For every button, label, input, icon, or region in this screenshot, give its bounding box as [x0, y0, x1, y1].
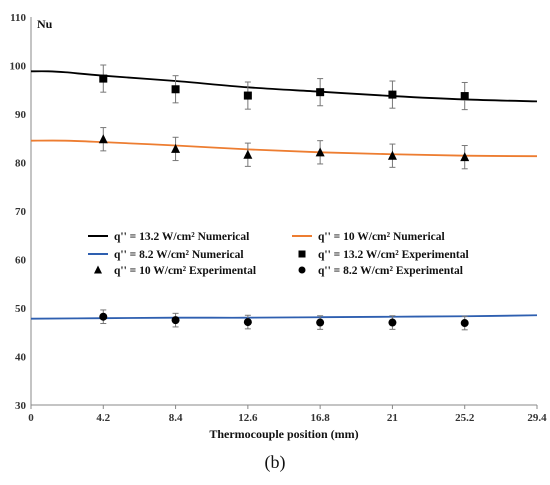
figure-caption: (b)	[264, 452, 286, 472]
data-point-circle	[99, 312, 108, 321]
legend-label: q'' = 10 W/cm² Experimental	[114, 265, 256, 277]
y-tick-label: 90	[15, 109, 27, 121]
data-point-triangle	[98, 134, 108, 144]
legend-label: q'' = 13.2 W/cm² Experimental	[318, 249, 469, 261]
x-axis-label: Thermocouple position (mm)	[209, 427, 358, 441]
data-point-square	[388, 90, 397, 99]
x-tick-label: 21	[387, 412, 398, 424]
axes	[30, 17, 537, 406]
data-point-square	[460, 92, 469, 101]
data-point-circle	[460, 319, 469, 328]
x-tick-label: 16.8	[311, 412, 331, 424]
data-point-triangle	[387, 150, 397, 160]
data-point-triangle	[243, 149, 253, 159]
x-tick-label: 0	[28, 412, 34, 424]
series-line-1	[30, 70, 538, 103]
legend-label: q'' = 8.2 W/cm² Numerical	[114, 249, 244, 261]
legend-label: q'' = 13.2 W/cm² Numerical	[114, 231, 249, 243]
x-tick-labels: 0 4.2 8.4 12.6 16.8 21 25.2 29.4	[28, 405, 547, 424]
data-point-square	[316, 88, 325, 97]
legend-marker-square	[298, 250, 306, 258]
x-tick-label: 29.4	[527, 412, 547, 424]
y-tick-labels: 30 40 50 60 70 80 90 100 110	[10, 12, 27, 412]
data-point-square	[243, 91, 252, 100]
legend-marker-circle	[298, 266, 306, 274]
data-point-circle	[243, 318, 252, 327]
y-tick-label: 100	[10, 61, 27, 73]
y-tick-label: 110	[10, 12, 26, 24]
y-tick-label: 40	[15, 352, 27, 364]
y-tick-label: 30	[15, 400, 27, 412]
data-point-circle	[171, 316, 180, 325]
legend-label: q'' = 8.2 W/cm² Experimental	[318, 265, 463, 277]
x-tick-label: 12.6	[238, 412, 258, 424]
y-axis-label: Nu	[37, 17, 53, 31]
series-line-3	[30, 314, 538, 320]
y-tick-label: 70	[15, 206, 27, 218]
y-tick-label: 60	[15, 255, 27, 267]
x-tick-label: 4.2	[96, 412, 110, 424]
legend-label: q'' = 10 W/cm² Numerical	[318, 231, 445, 243]
data-point-triangle	[315, 147, 325, 157]
data-point-square	[99, 74, 108, 83]
data-point-circle	[316, 318, 325, 327]
series-points	[98, 64, 470, 331]
x-tick-label: 25.2	[455, 412, 475, 424]
data-point-triangle	[460, 152, 470, 162]
data-point-circle	[388, 318, 397, 327]
legend-marker-triangle	[94, 265, 102, 274]
x-tick-label: 8.4	[169, 412, 183, 424]
legend: q'' = 13.2 W/cm² Numerical q'' = 10 W/cm²…	[88, 231, 469, 277]
y-tick-label: 50	[15, 303, 27, 315]
series-lines	[30, 70, 538, 320]
y-tick-label: 80	[15, 158, 27, 170]
data-point-triangle	[171, 143, 181, 153]
data-point-square	[171, 85, 180, 94]
